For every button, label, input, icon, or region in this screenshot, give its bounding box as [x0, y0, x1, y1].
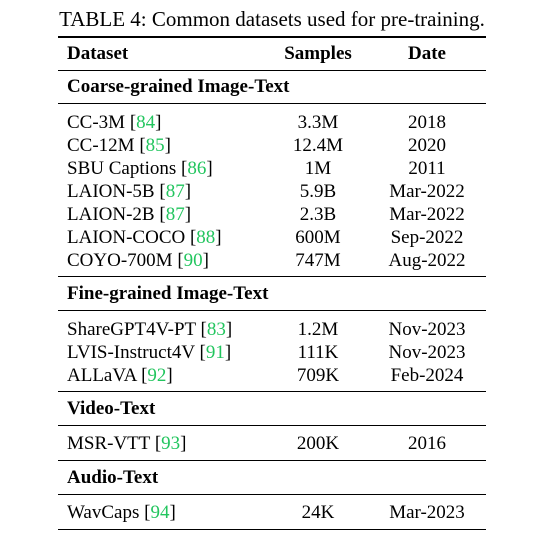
- citation-link[interactable]: 84: [136, 111, 156, 133]
- datasets-table: Dataset Samples Date Coarse-grained Imag…: [58, 36, 486, 531]
- citation-link[interactable]: 88: [196, 226, 216, 248]
- top-rule: [58, 36, 486, 38]
- dataset-name: CC-3M: [67, 111, 126, 133]
- dataset-cell: CC-3M [84]: [67, 111, 162, 133]
- date-cell: Nov-2023: [388, 318, 466, 340]
- citation-link[interactable]: 87: [165, 180, 185, 202]
- bottom-rule: [58, 528, 486, 531]
- samples-cell: 12.4M: [292, 134, 344, 156]
- section-title-rule: [58, 493, 486, 495]
- citation-link[interactable]: 83: [206, 318, 226, 340]
- dataset-cell: MSR-VTT [93]: [67, 433, 187, 455]
- date-cell: Mar-2023: [389, 502, 465, 524]
- table-row: ShareGPT4V-PT [83] 1.2M Nov-2023: [58, 318, 486, 341]
- section-title-rule: [58, 425, 486, 426]
- dataset-name: ALLaVA: [67, 364, 137, 386]
- dataset-cell: SBU Captions [86]: [67, 157, 213, 179]
- samples-cell: 2.3B: [299, 203, 337, 225]
- citation-link[interactable]: 90: [183, 249, 203, 271]
- dataset-cell: LAION-2B [87]: [67, 203, 192, 225]
- dataset-cell: ALLaVA [92]: [67, 364, 173, 386]
- table-row: MSR-VTT [93] 200K 2016: [58, 433, 486, 456]
- dataset-cell: WavCaps [94]: [67, 502, 176, 524]
- samples-cell: 1.2M: [297, 318, 339, 340]
- dataset-name: LAION-COCO: [67, 226, 186, 248]
- table-row: LAION-COCO [88] 600M Sep-2022: [58, 226, 486, 249]
- dataset-name: COYO-700M: [67, 249, 173, 271]
- dataset-name: CC-12M: [67, 134, 135, 156]
- section-rule: [58, 276, 486, 278]
- citation-link[interactable]: 92: [147, 364, 167, 386]
- samples-cell: 600M: [295, 226, 341, 248]
- header-dataset: Dataset: [67, 42, 129, 64]
- section-rows: MSR-VTT [93] 200K 2016: [58, 426, 486, 460]
- dataset-cell: COYO-700M [90]: [67, 249, 209, 271]
- section-title: Audio-Text: [67, 466, 159, 488]
- section-title-rule: [58, 103, 486, 105]
- dataset-name: LVIS-Instruct4V: [67, 341, 195, 363]
- date-cell: Nov-2023: [388, 341, 466, 363]
- table-caption: TABLE 4: Common datasets used for pre-tr…: [59, 7, 485, 31]
- header-date: Date: [408, 42, 446, 64]
- citation-link[interactable]: 87: [165, 203, 185, 225]
- table-row: CC-12M [85] 12.4M 2020: [58, 134, 486, 157]
- samples-cell: 3.3M: [297, 111, 339, 133]
- section-rule: [58, 459, 486, 461]
- date-cell: Mar-2022: [389, 203, 465, 225]
- dataset-name: WavCaps: [67, 502, 140, 524]
- dataset-name: LAION-5B: [67, 180, 155, 202]
- section-rule: [58, 69, 486, 71]
- table-row: CC-3M [84] 3.3M 2018: [58, 111, 486, 134]
- dataset-name: LAION-2B: [67, 203, 155, 225]
- dataset-cell: CC-12M [85]: [67, 134, 171, 156]
- samples-cell: 747M: [295, 249, 341, 271]
- samples-cell: 5.9B: [299, 180, 337, 202]
- citation-link[interactable]: 85: [145, 134, 165, 156]
- section-title: Fine-grained Image-Text: [67, 283, 269, 305]
- section-rows: CC-3M [84] 3.3M 2018 CC-12M [85] 12.4M 2020 SB…: [58, 104, 486, 276]
- section-rows: ShareGPT4V-PT [83] 1.2M Nov-2023 LVIS-Instr…: [58, 311, 486, 391]
- date-cell: Feb-2024: [390, 364, 464, 386]
- dataset-name: SBU Captions: [67, 157, 177, 179]
- table-row: SBU Captions [86] 1M 2011: [58, 157, 486, 180]
- date-cell: Aug-2022: [388, 249, 466, 271]
- samples-cell: 24K: [301, 502, 335, 524]
- date-cell: 2016: [408, 433, 446, 455]
- table-row: LAION-2B [87] 2.3B Mar-2022: [58, 203, 486, 226]
- section-rows: WavCaps [94] 24K Mar-2023: [58, 495, 486, 529]
- dataset-name: ShareGPT4V-PT: [67, 318, 196, 340]
- table-row: COYO-700M [90] 747M Aug-2022: [58, 249, 486, 272]
- samples-cell: 709K: [296, 364, 340, 386]
- samples-cell: 111K: [297, 341, 339, 363]
- samples-cell: 200K: [296, 433, 340, 455]
- samples-cell: 1M: [304, 157, 332, 179]
- date-cell: 2020: [408, 134, 446, 156]
- section-title: Coarse-grained Image-Text: [67, 76, 290, 98]
- dataset-cell: LAION-5B [87]: [67, 180, 192, 202]
- citation-link[interactable]: 94: [150, 502, 170, 524]
- date-cell: Mar-2022: [389, 180, 465, 202]
- date-cell: 2011: [408, 157, 446, 179]
- table-row: ALLaVA [92] 709K Feb-2024: [58, 364, 486, 387]
- header-samples: Samples: [284, 42, 352, 64]
- dataset-cell: LAION-COCO [88]: [67, 226, 222, 248]
- citation-link[interactable]: 91: [205, 341, 225, 363]
- section-rule: [58, 391, 486, 393]
- table-row: WavCaps [94] 24K Mar-2023: [58, 502, 486, 525]
- dataset-cell: ShareGPT4V-PT [83]: [67, 318, 233, 340]
- table-body: Coarse-grained Image-Text CC-3M [84] 3.3M 2…: [58, 69, 486, 531]
- section-title: Video-Text: [67, 398, 156, 420]
- table-header-row: Dataset Samples Date: [58, 38, 486, 70]
- dataset-cell: LVIS-Instruct4V [91]: [67, 341, 232, 363]
- dataset-name: MSR-VTT: [67, 433, 151, 455]
- section-title-rule: [58, 310, 486, 312]
- table-row: LVIS-Instruct4V [91] 111K Nov-2023: [58, 341, 486, 364]
- citation-link[interactable]: 86: [187, 157, 207, 179]
- table-row: LAION-5B [87] 5.9B Mar-2022: [58, 180, 486, 203]
- date-cell: 2018: [408, 111, 446, 133]
- citation-link[interactable]: 93: [161, 433, 181, 455]
- date-cell: Sep-2022: [390, 226, 464, 248]
